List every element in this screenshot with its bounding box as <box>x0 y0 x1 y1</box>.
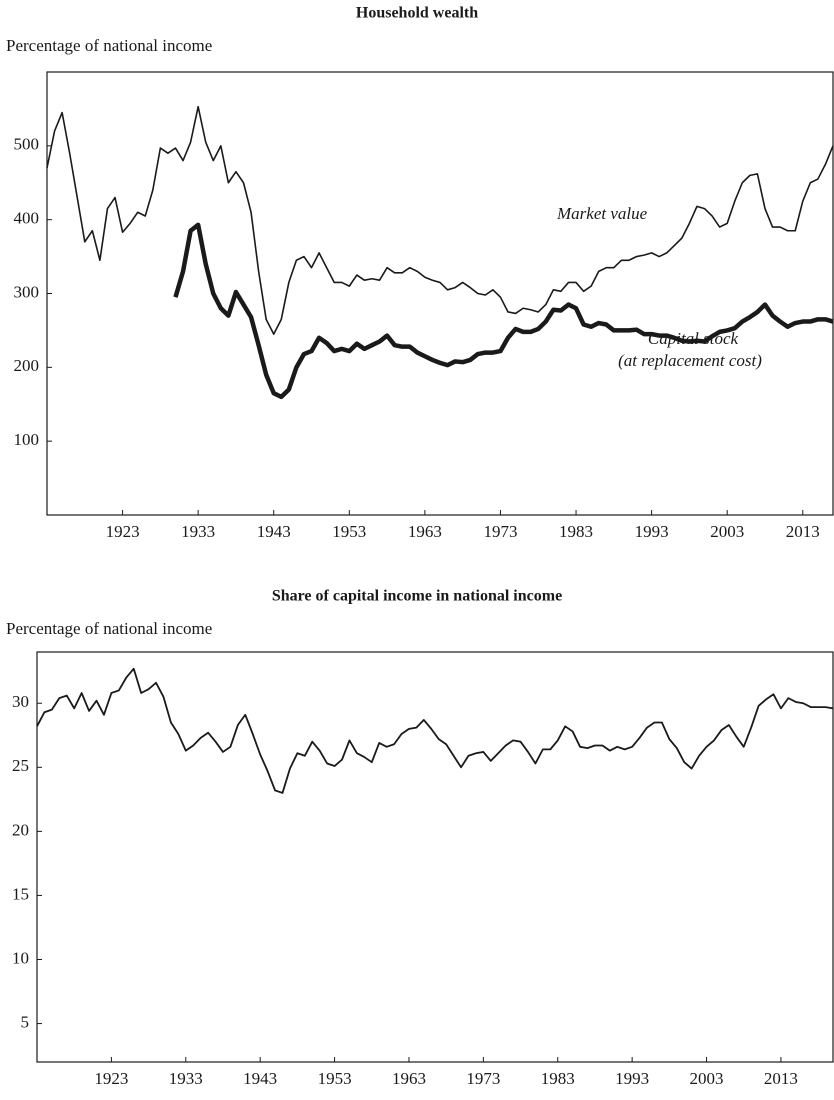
y-tick-label: 200 <box>14 356 40 375</box>
annotation: Market value <box>556 204 648 223</box>
y-axis-label: Percentage of national income <box>6 619 212 638</box>
y-tick-label: 10 <box>12 948 29 967</box>
x-tick-label: 2013 <box>764 1069 798 1088</box>
x-tick-label: 2003 <box>710 522 744 541</box>
x-tick-label: 1983 <box>559 522 593 541</box>
plot-frame <box>46 71 834 516</box>
x-tick-label: 1933 <box>181 522 215 541</box>
x-tick-label: 1953 <box>332 522 366 541</box>
x-tick-label: 1923 <box>94 1069 128 1088</box>
x-tick-label: 1963 <box>408 522 442 541</box>
annotation: Capital stock <box>648 329 739 348</box>
chart-title: Household wealth <box>356 5 478 22</box>
data-line <box>36 667 834 794</box>
data-line <box>46 105 834 335</box>
y-tick-label: 25 <box>12 756 29 775</box>
x-tick-label: 1943 <box>243 1069 277 1088</box>
y-tick-label: 30 <box>12 692 29 711</box>
chart-title: Share of capital income in national inco… <box>272 588 562 605</box>
y-tick-label: 20 <box>12 820 29 839</box>
y-tick-label: 15 <box>12 884 29 903</box>
y-tick-label: 5 <box>21 1012 30 1031</box>
x-tick-label: 1933 <box>169 1069 203 1088</box>
x-tick-label: 1973 <box>483 522 517 541</box>
y-tick-label: 400 <box>14 209 40 228</box>
y-tick-label: 300 <box>14 282 40 301</box>
x-tick-label: 1993 <box>635 522 669 541</box>
y-tick-label: 100 <box>14 430 40 449</box>
x-tick-label: 1953 <box>318 1069 352 1088</box>
x-tick-label: 1973 <box>466 1069 500 1088</box>
annotation: (at replacement cost) <box>618 351 762 370</box>
plot-frame <box>36 651 834 1063</box>
data-line <box>173 222 834 400</box>
x-tick-label: 1983 <box>541 1069 575 1088</box>
x-tick-label: 1923 <box>106 522 140 541</box>
y-axis-label: Percentage of national income <box>6 36 212 55</box>
x-tick-label: 1963 <box>392 1069 426 1088</box>
x-tick-label: 2003 <box>690 1069 724 1088</box>
x-tick-label: 1993 <box>615 1069 649 1088</box>
x-tick-label: 2013 <box>786 522 820 541</box>
x-tick-label: 1943 <box>257 522 291 541</box>
y-tick-label: 500 <box>14 135 40 154</box>
